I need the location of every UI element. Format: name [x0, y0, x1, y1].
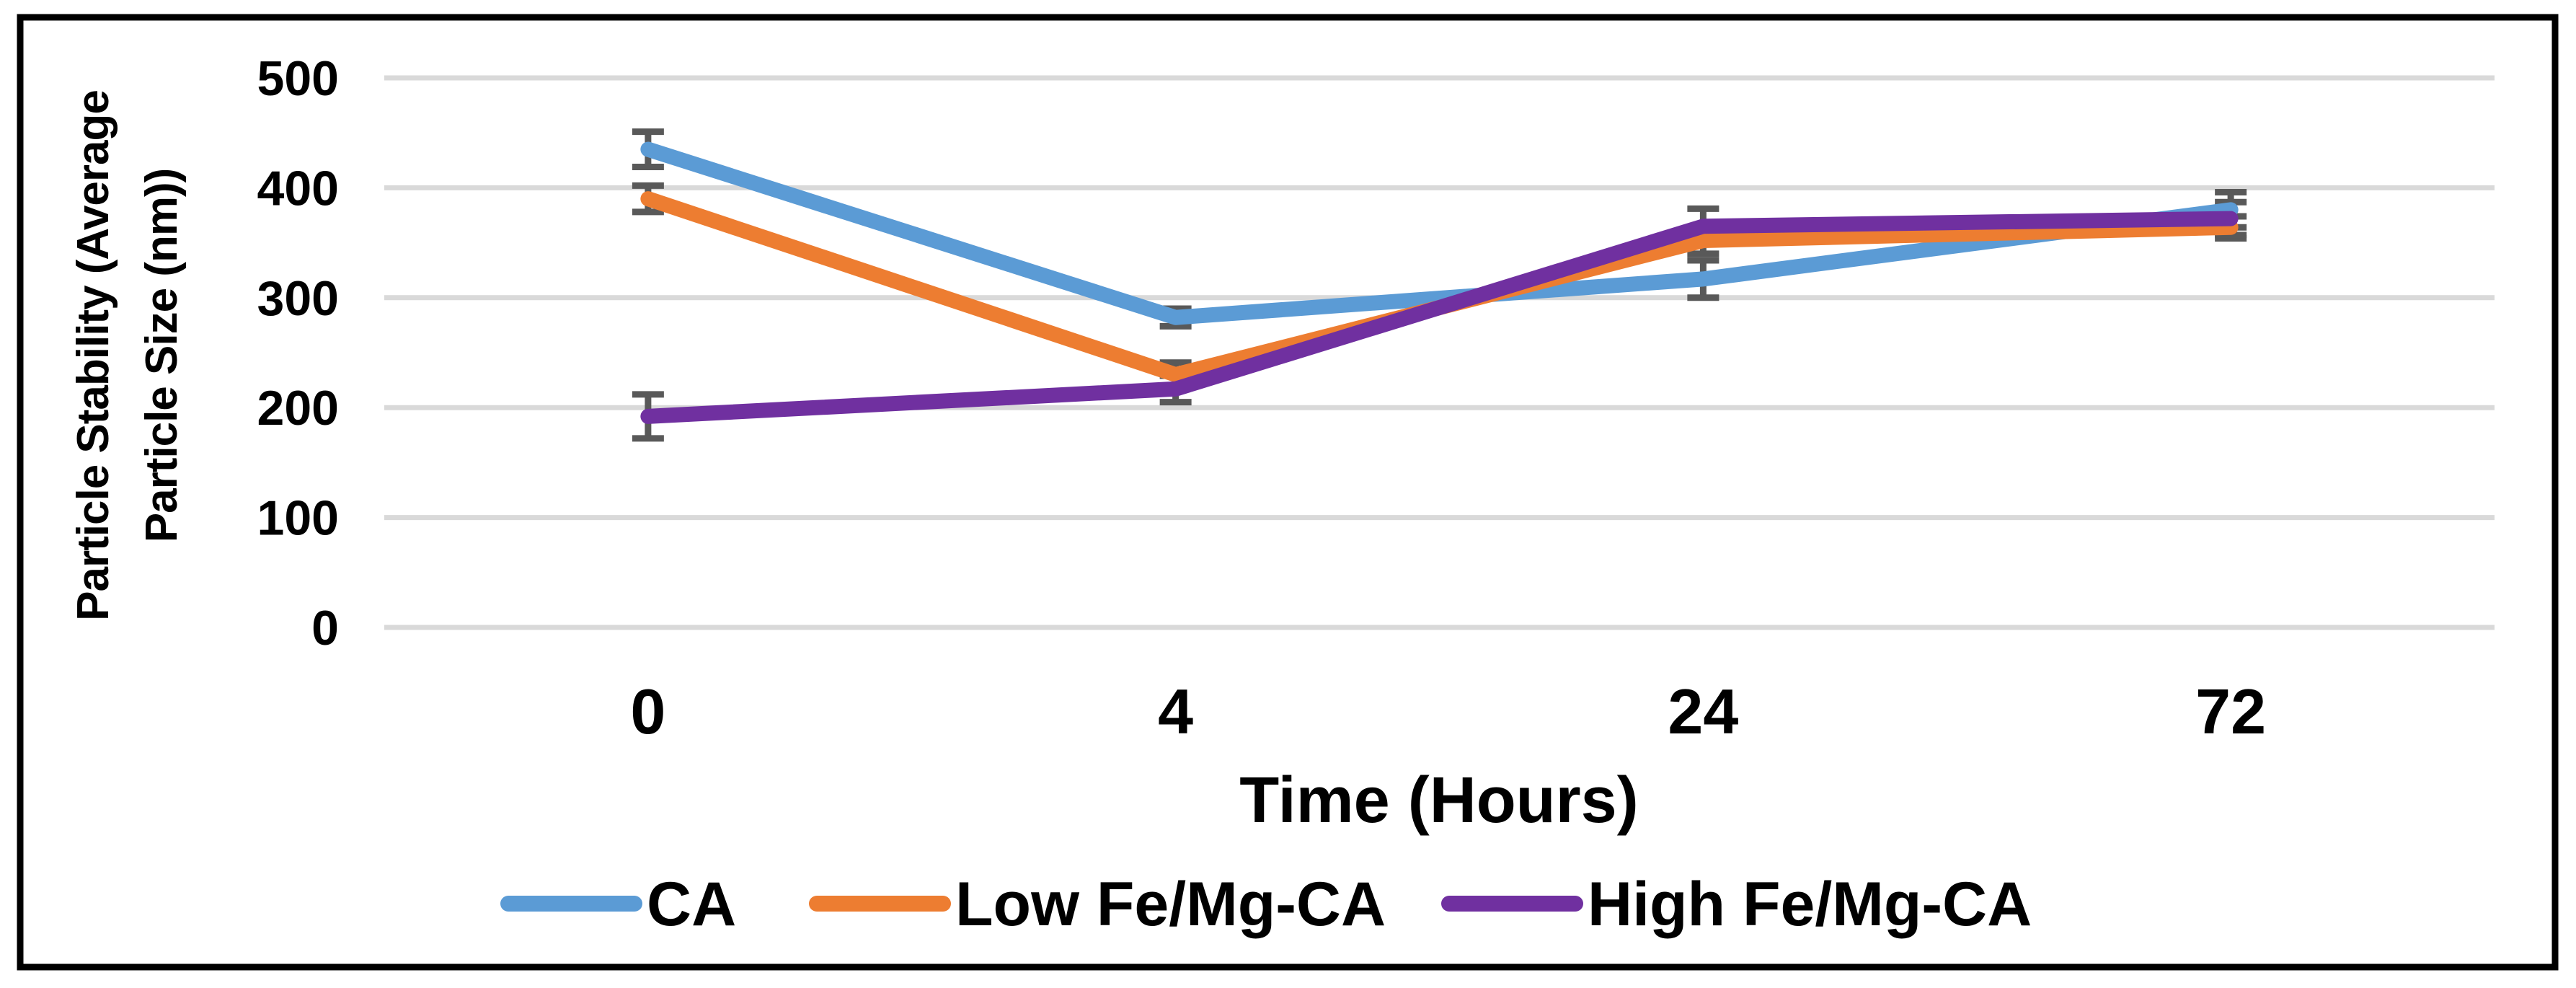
y-axis-title-line1: Particle Stability (Average — [68, 90, 118, 621]
legend-label-high-femg-ca: High Fe/Mg-CA — [1588, 870, 2032, 939]
x-tick-labels: 0 4 24 72 — [630, 676, 2266, 747]
y-tick-label-500: 500 — [257, 51, 339, 106]
y-tick-label-200: 200 — [257, 381, 339, 436]
legend-label-ca: CA — [647, 870, 736, 939]
y-tick-label-300: 300 — [257, 271, 339, 326]
legend: CA Low Fe/Mg-CA High Fe/Mg-CA — [500, 870, 2032, 939]
x-tick-label-24: 24 — [1668, 676, 1738, 747]
error-bars — [632, 128, 2247, 442]
series-line-High Fe/Mg-CA — [640, 211, 2239, 424]
y-axis-title: Particle Stability (Average Particle Siz… — [68, 90, 187, 621]
y-tick-label-0: 0 — [311, 601, 339, 656]
y-tick-label-400: 400 — [257, 161, 339, 216]
x-tick-label-72: 72 — [2195, 676, 2266, 747]
x-tick-label-4: 4 — [1158, 676, 1193, 747]
series-lines — [640, 141, 2239, 424]
figure-border — [17, 14, 2559, 971]
y-tick-label-100: 100 — [257, 491, 339, 546]
legend-label-low-femg-ca: Low Fe/Mg-CA — [955, 870, 1386, 939]
y-tick-labels: 500 400 300 200 100 0 — [257, 51, 339, 656]
y-axis-title-line2: Particle Size (nm)) — [137, 169, 187, 542]
x-tick-label-0: 0 — [630, 676, 665, 747]
series-line-CA — [640, 141, 2239, 325]
x-axis-title: Time (Hours) — [1239, 764, 1638, 837]
